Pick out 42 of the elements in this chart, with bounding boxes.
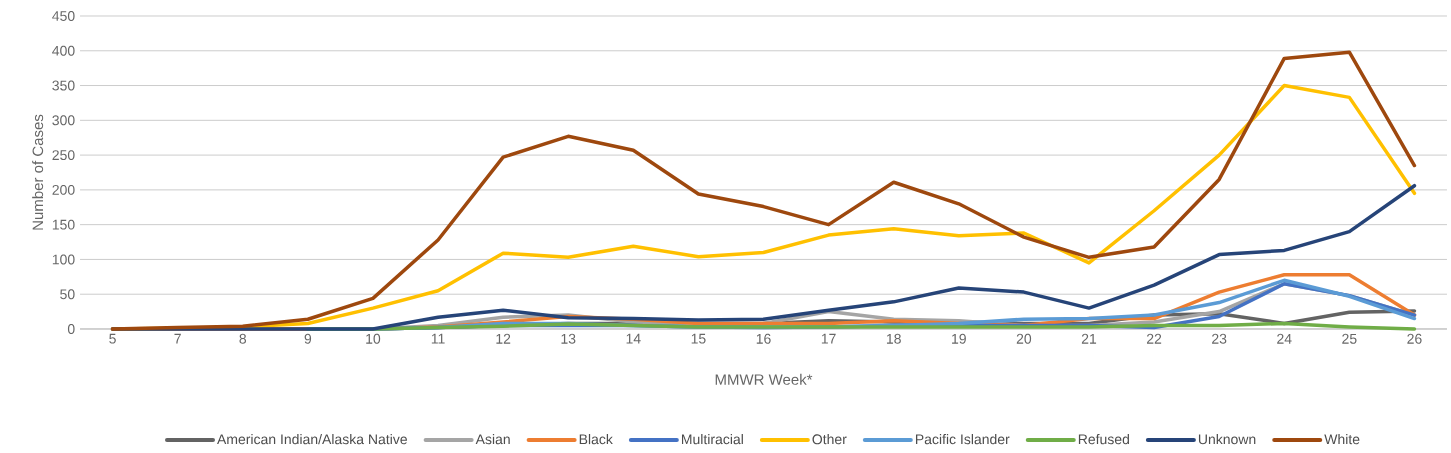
legend-label: American Indian/Alaska Native bbox=[217, 433, 407, 445]
y-tick-label: 400 bbox=[52, 45, 75, 56]
y-tick-label: 0 bbox=[67, 324, 75, 334]
y-tick-label: 450 bbox=[52, 11, 75, 21]
legend-label: Other bbox=[812, 433, 847, 445]
y-tick-label: 350 bbox=[52, 80, 75, 91]
x-axis-title: MMWR Week* bbox=[715, 373, 813, 385]
x-tick-label: 10 bbox=[366, 333, 381, 344]
x-tick-label: 11 bbox=[431, 333, 445, 344]
x-tick-label: 16 bbox=[756, 333, 771, 344]
x-tick-label: 26 bbox=[1407, 333, 1422, 344]
x-tick-label: 15 bbox=[691, 333, 706, 344]
legend-label: Pacific Islander bbox=[915, 433, 1010, 445]
x-tick-label: 23 bbox=[1212, 333, 1227, 344]
legend-label: Refused bbox=[1078, 433, 1129, 445]
legend-label: Black bbox=[579, 433, 613, 445]
x-tick-label: 18 bbox=[886, 333, 901, 344]
y-tick-label: 300 bbox=[52, 115, 75, 126]
legend-label: Unknown bbox=[1198, 433, 1256, 445]
x-tick-label: 22 bbox=[1146, 333, 1162, 344]
x-tick-label: 13 bbox=[561, 333, 576, 344]
x-tick-label: 25 bbox=[1342, 333, 1357, 344]
x-tick-label: 8 bbox=[239, 333, 247, 344]
x-tick-label: 19 bbox=[952, 333, 966, 344]
legend-label: White bbox=[1324, 433, 1360, 445]
y-axis-title: Number of Cases bbox=[32, 114, 44, 230]
y-tick-label: 200 bbox=[52, 184, 75, 195]
x-tick-label: 24 bbox=[1277, 333, 1292, 344]
x-tick-label: 17 bbox=[821, 333, 836, 344]
x-tick-label: 9 bbox=[304, 333, 312, 344]
legend-label: Multiracial bbox=[681, 433, 743, 445]
y-tick-label: 250 bbox=[52, 150, 75, 161]
x-tick-label: 12 bbox=[496, 333, 511, 344]
legend-label: Asian bbox=[475, 433, 510, 445]
x-tick-label: 7 bbox=[174, 333, 181, 344]
x-tick-label: 20 bbox=[1016, 333, 1032, 344]
y-tick-label: 50 bbox=[60, 289, 75, 300]
y-tick-label: 150 bbox=[52, 219, 75, 230]
x-tick-label: 21 bbox=[1081, 333, 1097, 344]
x-tick-label: 5 bbox=[109, 333, 116, 344]
x-tick-label: 14 bbox=[626, 333, 641, 344]
y-tick-label: 100 bbox=[52, 254, 75, 265]
